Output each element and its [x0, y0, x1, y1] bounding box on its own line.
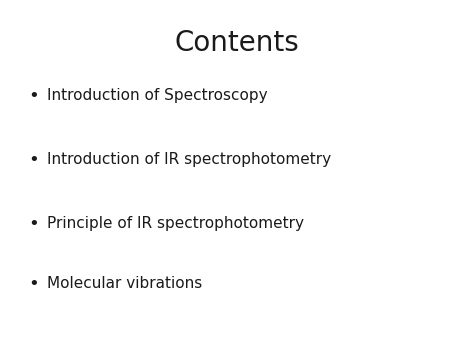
Text: Molecular vibrations: Molecular vibrations	[47, 277, 203, 291]
Text: •: •	[28, 87, 38, 105]
Text: •: •	[28, 275, 38, 293]
Text: Contents: Contents	[174, 29, 300, 56]
Text: Introduction of Spectroscopy: Introduction of Spectroscopy	[47, 88, 268, 103]
Text: •: •	[28, 215, 38, 233]
Text: •: •	[28, 151, 38, 169]
Text: Introduction of IR spectrophotometry: Introduction of IR spectrophotometry	[47, 152, 331, 167]
Text: Principle of IR spectrophotometry: Principle of IR spectrophotometry	[47, 216, 304, 231]
